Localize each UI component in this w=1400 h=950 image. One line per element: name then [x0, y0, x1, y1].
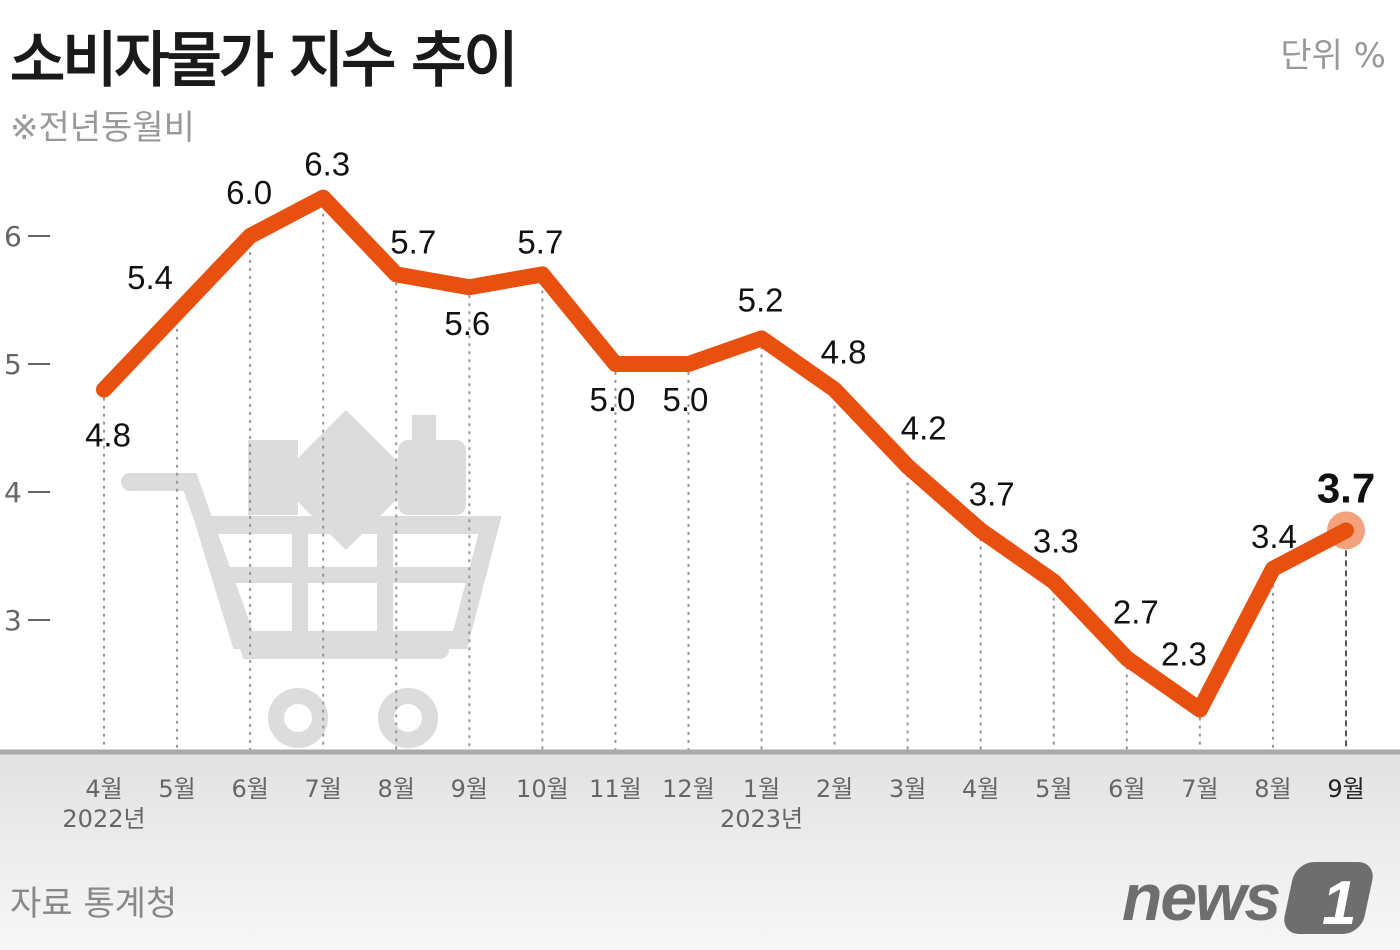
y-tick-label: 5: [4, 348, 22, 381]
chart-title: 소비자물가 지수 추이: [10, 26, 519, 96]
unit-label: 단위 %: [1280, 36, 1386, 76]
data-label: 5.7: [390, 223, 436, 260]
y-tick-label: 3: [4, 604, 22, 637]
y-tick-label: 6: [4, 220, 22, 253]
data-point: [905, 464, 910, 469]
data-point: [394, 272, 399, 277]
x-tick-label: 4월: [962, 775, 999, 803]
svg-text:news: news: [1122, 860, 1279, 934]
x-tick-label: 10월: [516, 775, 569, 803]
data-label: 5.2: [738, 281, 784, 318]
x-tick-label: 7월: [305, 775, 342, 803]
data-point: [1270, 566, 1275, 571]
series-line: [96, 189, 1355, 718]
x-tick-label: 9월: [451, 775, 488, 803]
data-label: 4.8: [821, 334, 867, 371]
data-label: 5.6: [444, 305, 490, 342]
data-label: 3.7: [969, 475, 1015, 512]
data-label: 5.0: [589, 381, 635, 418]
x-tick-label: 6월: [231, 775, 268, 803]
data-point: [686, 362, 691, 366]
year-label: 2023년: [720, 805, 803, 833]
data-label: 6.3: [304, 146, 350, 183]
year-label: 2022년: [62, 805, 145, 833]
x-tick-label: 3월: [889, 775, 926, 803]
data-point: [613, 362, 618, 366]
axis-band: [0, 752, 1400, 950]
chart-subtitle: ※전년동월비: [10, 108, 195, 148]
x-tick-label: 12월: [662, 775, 715, 803]
data-point: [1197, 707, 1202, 712]
data-point: [1051, 579, 1056, 584]
x-tick-label: 11월: [589, 775, 642, 803]
data-label: 2.3: [1161, 636, 1207, 673]
x-tick-label: 8월: [378, 775, 415, 803]
news1-logo: news 1: [1122, 858, 1382, 942]
data-label: 3.3: [1033, 523, 1079, 560]
data-point: [321, 195, 326, 200]
data-label: 3.4: [1251, 518, 1297, 555]
x-tick-label: 9월: [1327, 775, 1364, 803]
data-point: [759, 336, 764, 341]
data-point: [1124, 656, 1129, 661]
data-label: 5.4: [127, 259, 173, 296]
data-label: 3.7: [1317, 464, 1375, 511]
svg-text:1: 1: [1322, 869, 1356, 938]
data-label: 5.7: [517, 223, 563, 260]
data-point: [1344, 528, 1349, 533]
data-label: 6.0: [226, 174, 272, 211]
x-tick-label: 2월: [816, 775, 853, 803]
data-label: 5.0: [663, 381, 709, 418]
x-tick-label: 4월: [85, 775, 122, 803]
x-tick-label: 6월: [1108, 775, 1145, 803]
data-label: 4.2: [901, 409, 947, 446]
source-label: 자료 통계청: [10, 884, 178, 924]
y-tick-label: 4: [4, 476, 22, 509]
x-tick-label: 8월: [1254, 775, 1291, 803]
cart-illustration: [121, 410, 502, 748]
data-point: [175, 310, 180, 315]
x-tick-label: 1월: [743, 775, 780, 803]
x-tick-label: 5월: [158, 775, 195, 803]
x-tick-label: 7월: [1181, 775, 1218, 803]
data-label: 4.8: [85, 417, 131, 454]
data-point: [102, 387, 106, 392]
data-point: [467, 285, 472, 290]
data-point: [832, 387, 837, 392]
data-point: [540, 272, 545, 277]
data-point: [248, 234, 253, 238]
x-tick-label: 5월: [1035, 775, 1072, 803]
data-point: [978, 528, 983, 533]
data-label: 2.7: [1113, 593, 1159, 630]
